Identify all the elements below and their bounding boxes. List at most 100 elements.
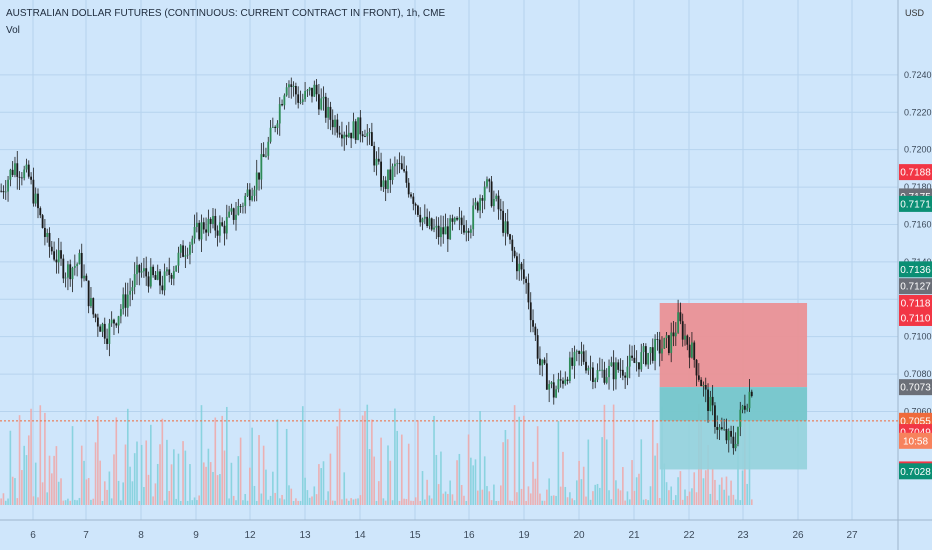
candle-body — [658, 339, 661, 354]
volume-bar — [216, 475, 219, 505]
candle-body — [492, 199, 495, 207]
candle-body — [313, 84, 316, 97]
candle-body — [748, 391, 751, 409]
volume-bar — [44, 412, 46, 505]
candle-body — [214, 215, 217, 231]
candle-body — [195, 222, 198, 228]
volume-bar — [99, 460, 101, 505]
candle-body — [681, 321, 684, 340]
y-tick-label: 0.7180 — [904, 182, 932, 192]
volume-bar — [377, 481, 380, 505]
candle-body — [421, 218, 424, 223]
candle-body — [4, 191, 7, 193]
x-tick-label: 22 — [683, 530, 695, 541]
candle-body — [440, 227, 442, 238]
volume-bar — [228, 498, 230, 505]
volume-bar — [541, 500, 544, 505]
candle-body — [509, 234, 511, 240]
volume-bar — [202, 462, 205, 505]
volume-bar — [237, 456, 240, 505]
volume-bar — [196, 500, 198, 505]
candle-body — [621, 369, 624, 376]
volume-bar — [684, 489, 686, 505]
candle-body — [73, 265, 76, 268]
candle-body — [605, 377, 608, 383]
volume-bar — [191, 500, 194, 505]
candle-body — [202, 222, 205, 230]
candle-body — [218, 222, 221, 236]
volume-bar — [230, 462, 233, 505]
price-badge-label: 0.7028 — [900, 467, 931, 478]
candle-body — [555, 389, 557, 398]
volume-bar — [30, 408, 32, 505]
candle-body — [198, 222, 201, 240]
candle-body — [525, 278, 528, 283]
chart-title[interactable]: AUSTRALIAN DOLLAR FUTURES (CONTINUOUS: C… — [6, 8, 446, 19]
candle-body — [147, 276, 150, 287]
candle-body — [624, 375, 627, 378]
volume-bar — [511, 500, 514, 505]
volume-bar — [258, 435, 260, 505]
volume-bar — [64, 500, 67, 505]
x-tick-label: 19 — [518, 530, 530, 541]
x-tick-label: 27 — [846, 530, 858, 541]
volume-bar — [147, 474, 150, 505]
volume-bar — [552, 495, 555, 505]
volume-bar — [223, 450, 226, 505]
stop-loss-zone[interactable] — [659, 303, 808, 388]
candle-body — [677, 312, 680, 333]
candle-body — [446, 226, 449, 240]
volume-bar — [9, 430, 12, 505]
candle-body — [341, 134, 343, 139]
volume-bar — [78, 497, 81, 505]
candle-body — [536, 335, 539, 359]
volume-bar — [497, 500, 500, 505]
volume-bar — [525, 500, 527, 505]
candle-body — [317, 94, 320, 110]
volume-bar — [140, 444, 143, 505]
volume-bar — [366, 404, 369, 505]
volume-bar — [163, 500, 166, 505]
candle-body — [172, 271, 175, 279]
volume-bar — [173, 449, 175, 505]
volume-bar — [272, 471, 274, 505]
volume-bar — [368, 449, 371, 505]
candle-body — [357, 117, 359, 140]
y-tick-label: 0.7080 — [904, 369, 932, 379]
candle-body — [564, 379, 567, 384]
x-tick-label: 8 — [138, 530, 144, 541]
candle-body — [612, 362, 615, 380]
candle-body — [0, 190, 3, 192]
volume-bar — [85, 479, 88, 505]
candle-body — [200, 222, 203, 240]
candle-body — [550, 382, 553, 385]
price-badge-label: 0.7171 — [900, 199, 931, 210]
volume-bar — [278, 498, 281, 505]
x-tick-label: 15 — [409, 530, 421, 541]
volume-bar — [76, 500, 78, 505]
volume-bar — [198, 495, 200, 505]
candle-body — [522, 269, 525, 279]
volume-indicator-label[interactable]: Vol — [6, 25, 20, 36]
candle-body — [377, 158, 380, 162]
candle-body — [251, 195, 254, 201]
volume-bar — [400, 434, 403, 505]
x-tick-label: 6 — [30, 530, 36, 541]
countdown-badge — [899, 432, 932, 449]
volume-bar — [7, 498, 9, 505]
volume-bar — [536, 426, 539, 505]
candle-body — [154, 275, 157, 280]
volume-bar — [103, 481, 106, 505]
volume-bar — [449, 480, 451, 505]
volume-bar — [115, 417, 118, 505]
candle-body — [30, 176, 33, 180]
candle-body — [50, 246, 53, 252]
volume-bar — [488, 491, 491, 505]
volume-bar — [168, 490, 171, 505]
candle-body — [400, 163, 403, 170]
candle-body — [437, 225, 440, 238]
volume-bar — [129, 466, 131, 505]
volume-bar — [154, 483, 157, 505]
volume-bar — [152, 496, 154, 505]
